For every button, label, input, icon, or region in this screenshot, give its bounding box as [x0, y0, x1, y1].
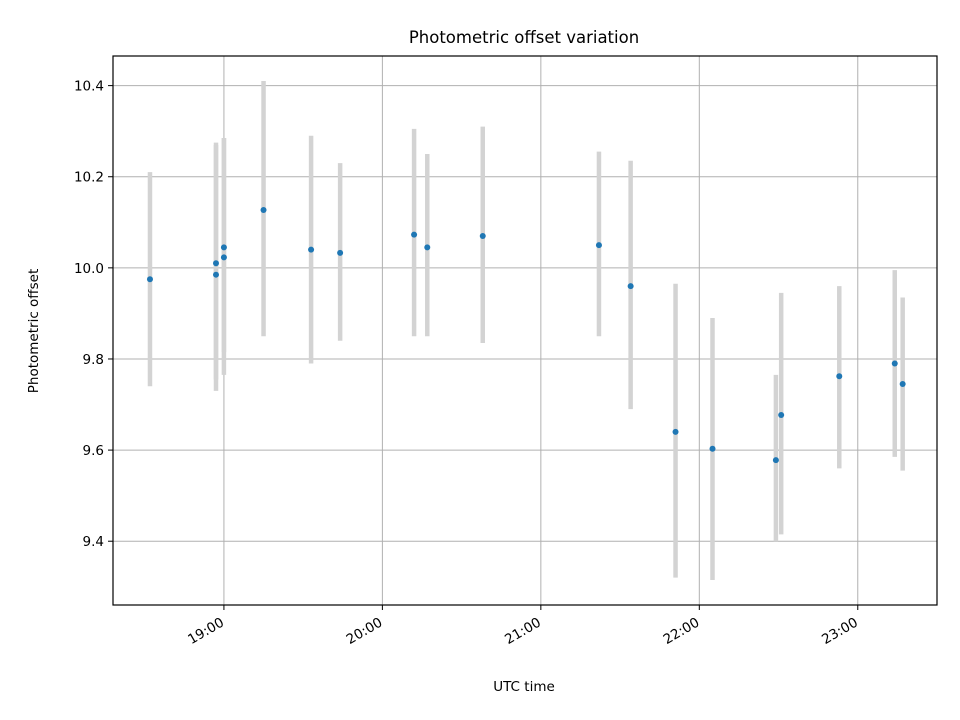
x-tick-label: 22:00 [661, 615, 703, 648]
data-points [146, 206, 906, 464]
y-axis-ticks: 9.4 9.6 9.8 10.0 10.2 10.4 [74, 79, 113, 550]
x-axis-ticks: 19:00 20:00 21:00 22:00 23:00 [185, 605, 861, 648]
grid [113, 56, 937, 605]
chart-title: Photometric offset variation [409, 28, 639, 47]
plot-frame [112, 55, 938, 606]
data-point [672, 428, 679, 435]
x-tick-label: 23:00 [819, 615, 861, 648]
x-tick-label: 20:00 [344, 615, 386, 648]
y-tick-label: 9.6 [83, 443, 104, 459]
y-tick-label: 9.8 [83, 352, 104, 368]
data-point [146, 276, 153, 283]
data-point [260, 206, 267, 213]
data-point [213, 271, 219, 278]
data-point [778, 412, 785, 419]
data-point [891, 360, 898, 367]
data-point [220, 254, 227, 261]
y-tick-label: 10.2 [74, 170, 104, 186]
data-point [709, 445, 716, 452]
y-tick-label: 10.0 [74, 261, 104, 277]
data-point [424, 244, 431, 251]
data-point [337, 249, 344, 256]
data-point [899, 381, 906, 388]
y-axis-label: Photometric offset [26, 269, 42, 393]
data-point [772, 457, 779, 464]
data-point [308, 246, 315, 253]
x-axis-label: UTC time [493, 679, 555, 695]
data-point [479, 232, 486, 239]
x-tick-label: 21:00 [502, 615, 544, 648]
data-point [836, 373, 843, 380]
data-point [411, 231, 418, 238]
data-point [220, 244, 227, 251]
data-point [595, 242, 602, 249]
x-tick-label: 19:00 [185, 615, 227, 648]
data-point [213, 260, 219, 267]
y-tick-label: 9.4 [83, 534, 104, 550]
error-bars [147, 81, 905, 580]
y-tick-label: 10.4 [74, 79, 104, 95]
data-point [627, 283, 634, 290]
